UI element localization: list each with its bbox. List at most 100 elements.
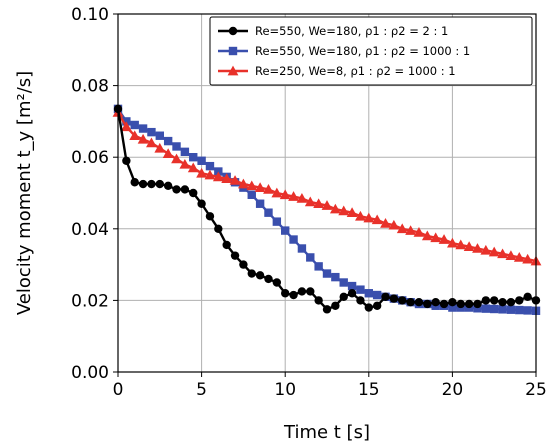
data-point xyxy=(263,184,274,194)
y-tick-label: 0.04 xyxy=(71,220,109,240)
legend-item: Re=550, We=180, ρ1 : ρ2 = 2 : 1 xyxy=(218,24,448,38)
data-point xyxy=(522,253,534,264)
data-point xyxy=(506,305,516,314)
data-point xyxy=(523,292,532,302)
data-point xyxy=(347,281,357,291)
data-point xyxy=(146,137,157,148)
data-point xyxy=(247,269,256,278)
data-point xyxy=(264,208,273,217)
y-tick-label: 0.00 xyxy=(71,363,109,383)
data-point xyxy=(281,289,290,298)
data-point xyxy=(122,156,131,165)
data-point xyxy=(297,244,307,253)
data-point xyxy=(304,196,316,207)
data-point xyxy=(189,153,198,162)
data-point xyxy=(197,199,206,208)
legend-marker xyxy=(228,26,238,36)
data-point xyxy=(347,289,357,298)
data-point xyxy=(281,226,290,235)
data-point xyxy=(481,296,491,305)
data-point xyxy=(498,297,507,307)
data-point xyxy=(473,304,482,313)
data-point xyxy=(130,178,139,187)
data-point xyxy=(196,167,207,178)
y-tick-label: 0.10 xyxy=(71,5,109,25)
y-tick-label: 0.02 xyxy=(71,291,109,311)
data-point xyxy=(414,297,424,307)
data-point xyxy=(339,292,348,302)
data-point xyxy=(515,305,524,315)
legend-item: Re=550, We=180, ρ1 : ρ2 = 1000 : 1 xyxy=(218,44,470,58)
data-point xyxy=(481,304,491,313)
legend: Re=550, We=180, ρ1 : ρ2 = 2 : 1 Re=550, W… xyxy=(209,16,533,86)
data-point xyxy=(306,287,315,296)
data-point xyxy=(180,185,190,194)
data-point xyxy=(396,223,408,234)
data-point xyxy=(381,292,390,302)
data-point xyxy=(346,207,358,218)
data-point xyxy=(238,178,249,189)
data-point xyxy=(247,190,256,199)
data-point xyxy=(447,237,458,248)
legend-marker xyxy=(227,65,239,76)
data-point xyxy=(172,185,181,194)
data-point xyxy=(239,260,248,269)
data-point xyxy=(513,252,525,262)
data-point xyxy=(155,179,164,189)
data-point xyxy=(480,244,492,255)
data-point xyxy=(163,136,173,146)
data-point xyxy=(448,297,457,307)
data-point xyxy=(229,175,241,185)
data-point xyxy=(212,171,224,182)
data-point xyxy=(163,181,173,191)
data-point xyxy=(430,232,442,243)
data-point xyxy=(506,297,516,307)
data-point xyxy=(255,199,265,208)
data-point xyxy=(473,299,482,309)
data-point xyxy=(272,217,282,226)
data-point xyxy=(230,251,240,260)
data-point xyxy=(389,294,399,303)
data-point xyxy=(172,142,181,151)
x-tick-label: 25 xyxy=(525,380,547,400)
data-point xyxy=(438,234,450,244)
series-line xyxy=(116,111,537,263)
data-point xyxy=(222,240,231,250)
data-point xyxy=(448,303,457,312)
data-point xyxy=(271,187,283,198)
legend-label: Re=250, We=8, ρ1 : ρ2 = 1000 : 1 xyxy=(255,64,456,78)
series-1 xyxy=(113,104,541,314)
data-point xyxy=(129,130,141,141)
data-point xyxy=(254,182,266,192)
data-point xyxy=(138,124,148,133)
data-point xyxy=(297,287,307,296)
data-point xyxy=(296,192,308,203)
y-tick-label: 0.06 xyxy=(71,148,109,168)
legend-label: Re=550, We=180, ρ1 : ρ2 = 1000 : 1 xyxy=(255,44,470,58)
x-tick-label: 20 xyxy=(442,380,464,400)
series-3 xyxy=(112,107,542,266)
data-point xyxy=(380,218,391,228)
data-point xyxy=(355,210,366,221)
data-point xyxy=(364,289,373,298)
data-point xyxy=(306,253,315,262)
data-point xyxy=(498,305,507,314)
data-point xyxy=(288,191,299,201)
x-axis-label: Time t [s] xyxy=(283,422,370,443)
data-point xyxy=(204,169,216,180)
data-point xyxy=(147,127,156,137)
data-point xyxy=(413,226,425,237)
plot-frame xyxy=(117,13,537,373)
data-point xyxy=(120,121,132,132)
series-layer xyxy=(112,104,542,315)
x-tick-label: 15 xyxy=(358,380,380,400)
data-point xyxy=(455,239,467,250)
data-point xyxy=(171,153,182,164)
data-point xyxy=(388,219,400,230)
data-point xyxy=(255,271,265,280)
data-point xyxy=(321,200,333,210)
data-point xyxy=(197,156,206,165)
data-point xyxy=(264,274,273,284)
data-point xyxy=(279,189,291,200)
y-tick-label: 0.08 xyxy=(71,77,109,97)
